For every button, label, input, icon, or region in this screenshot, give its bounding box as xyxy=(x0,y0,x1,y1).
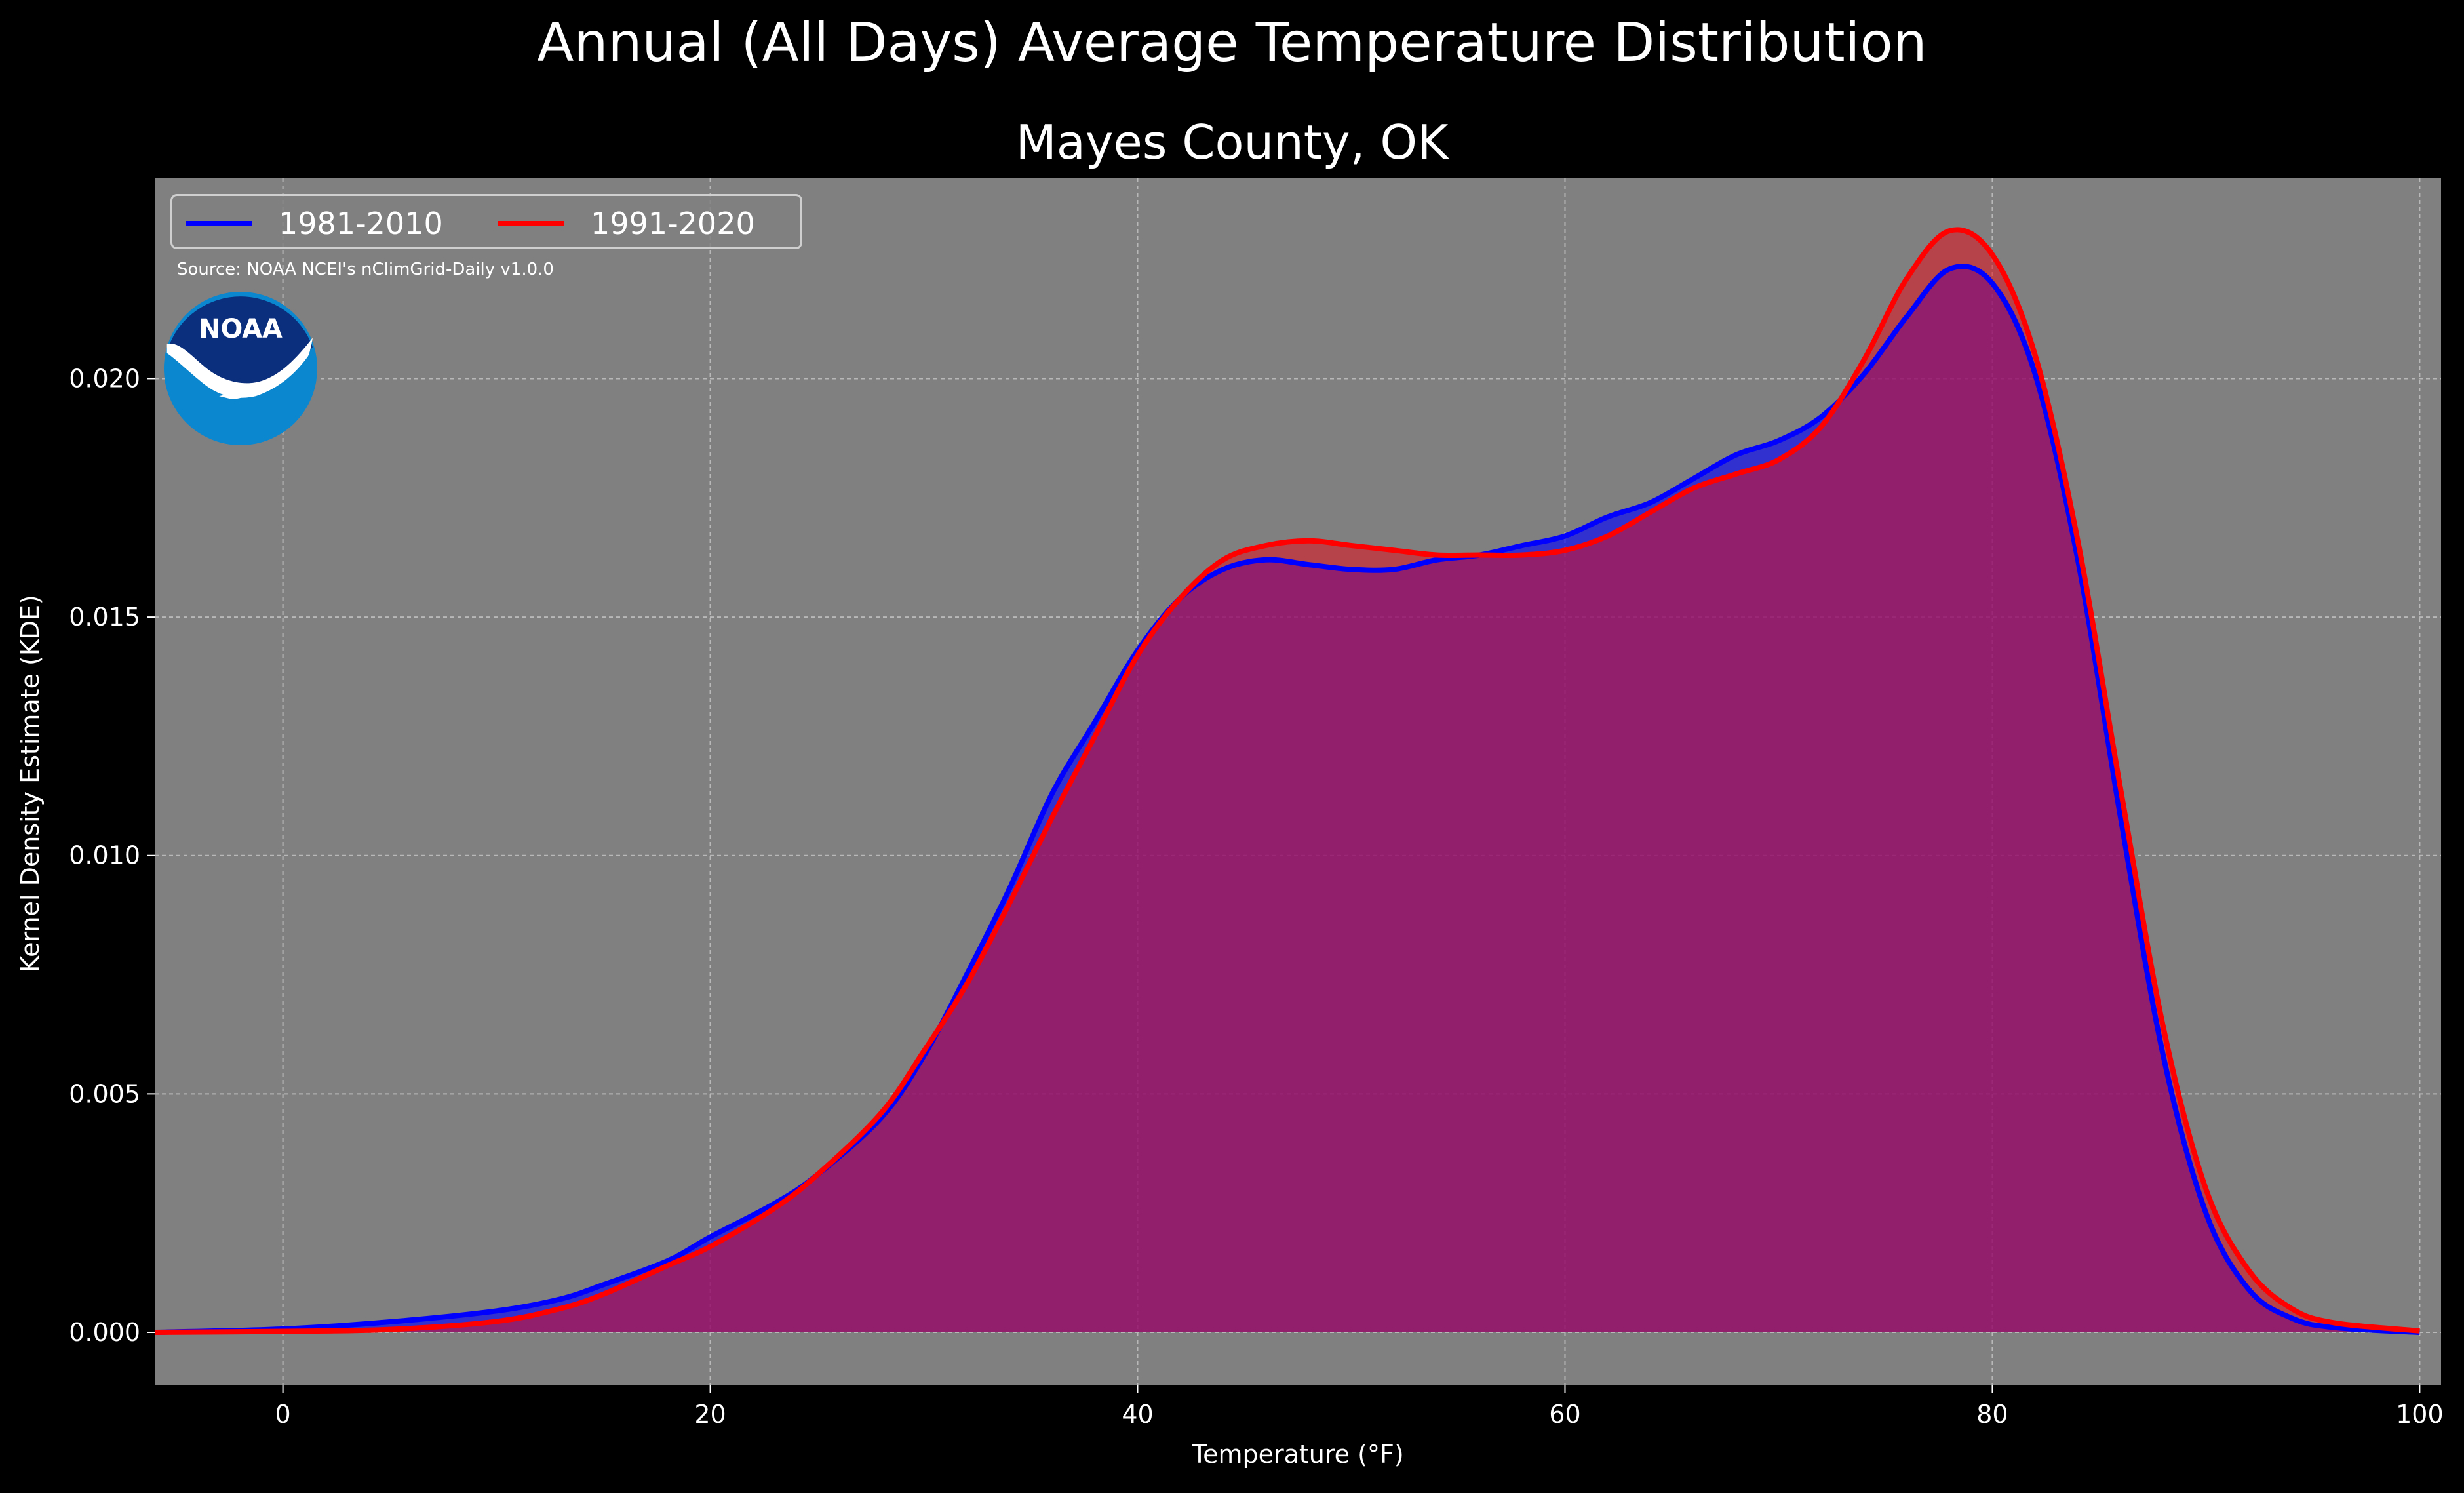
x-tick-label: 20 xyxy=(694,1400,726,1429)
density-fills xyxy=(155,229,2420,1332)
noaa-logo: NOAA xyxy=(164,292,317,445)
y-tick-label: 0.000 xyxy=(69,1318,140,1347)
legend-item-1991-2020: 1991-2020 xyxy=(498,196,755,251)
source-note: Source: NOAA NCEI's nClimGrid-Daily v1.0… xyxy=(177,260,554,279)
density-lines xyxy=(154,227,2420,1335)
legend-label: 1981-2010 xyxy=(279,206,443,241)
density-line-1981-2010 xyxy=(154,264,2420,1335)
y-axis-ticks: 0.000 0.005 0.010 0.015 0.020 xyxy=(69,364,155,1347)
chart-suptitle: Annual (All Days) Average Temperature Di… xyxy=(537,12,1927,74)
x-tick-label: 40 xyxy=(1122,1400,1153,1429)
legend: 1981-2010 1991-2020 xyxy=(170,194,802,249)
x-tick-label: 80 xyxy=(1976,1400,2008,1429)
density-line-1991-2020 xyxy=(154,227,2420,1335)
x-axis-ticks: 0 20 40 60 80 100 xyxy=(275,1385,2444,1429)
y-tick-label: 0.005 xyxy=(69,1079,140,1108)
x-tick-label: 100 xyxy=(2396,1400,2444,1429)
x-tick-label: 0 xyxy=(275,1400,290,1429)
legend-swatch-red xyxy=(498,221,564,226)
legend-item-1981-2010: 1981-2010 xyxy=(186,196,443,251)
x-axis-label: Temperature (°F) xyxy=(1192,1440,1404,1469)
legend-swatch-blue xyxy=(186,221,252,226)
y-tick-label: 0.010 xyxy=(69,841,140,870)
noaa-logo-text: NOAA xyxy=(199,314,283,344)
x-tick-label: 60 xyxy=(1549,1400,1580,1429)
y-tick-label: 0.020 xyxy=(69,364,140,393)
chart-subtitle: Mayes County, OK xyxy=(1015,115,1449,170)
y-axis-label-text: Kernel Density Estimate (KDE) xyxy=(16,595,45,972)
y-tick-label: 0.015 xyxy=(69,603,140,631)
legend-label: 1991-2020 xyxy=(591,206,755,241)
density-fill-1991-2020 xyxy=(155,229,2420,1332)
